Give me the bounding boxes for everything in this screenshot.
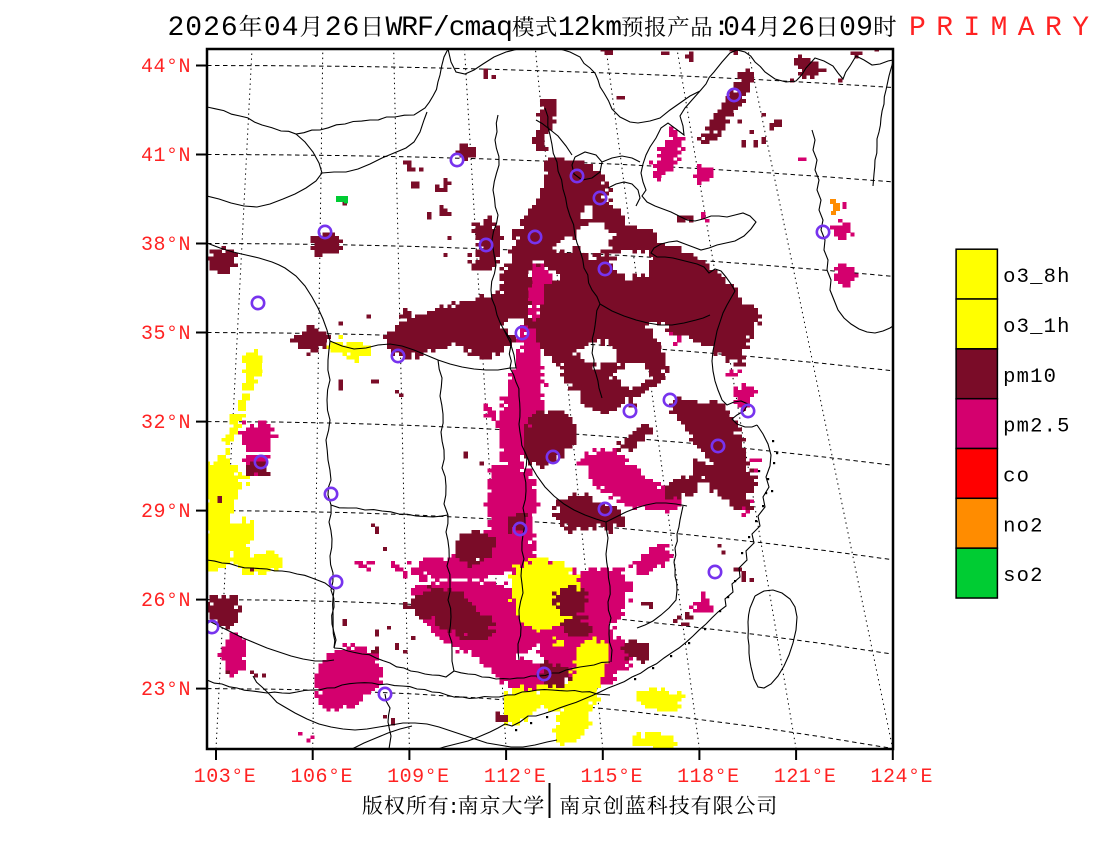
svg-text:04: 04: [723, 13, 757, 44]
svg-text:co: co: [1003, 465, 1030, 488]
svg-text:121°E: 121°E: [774, 766, 837, 789]
svg-text:32°N: 32°N: [141, 412, 191, 435]
svg-text:118°E: 118°E: [677, 766, 740, 789]
svg-text:112°E: 112°E: [484, 766, 547, 789]
svg-text:WRF/cmaq: WRF/cmaq: [386, 13, 512, 44]
svg-text:109°E: 109°E: [387, 766, 450, 789]
svg-text:04: 04: [264, 13, 300, 44]
svg-text:38°N: 38°N: [141, 234, 191, 257]
svg-text:26°N: 26°N: [141, 590, 191, 613]
svg-text:106°E: 106°E: [290, 766, 353, 789]
svg-text:pm2.5: pm2.5: [1003, 416, 1071, 439]
svg-text:26: 26: [325, 13, 361, 44]
svg-text:41°N: 41°N: [141, 145, 191, 168]
svg-text::: :: [713, 13, 723, 44]
svg-text:103°E: 103°E: [194, 766, 257, 789]
svg-text:115°E: 115°E: [581, 766, 644, 789]
svg-text:o3_8h: o3_8h: [1003, 266, 1071, 289]
svg-text:29°N: 29°N: [141, 501, 191, 524]
svg-text:09: 09: [839, 13, 873, 44]
svg-text:44°N: 44°N: [141, 56, 191, 79]
svg-text:PRIMARY: PRIMARY: [909, 13, 1099, 44]
svg-text:pm10: pm10: [1003, 366, 1057, 389]
svg-text:35°N: 35°N: [141, 323, 191, 346]
svg-text:so2: so2: [1003, 565, 1044, 588]
svg-text::: :: [448, 797, 460, 820]
svg-text:no2: no2: [1003, 515, 1044, 538]
svg-text:124°E: 124°E: [871, 766, 934, 789]
svg-text:2026: 2026: [168, 13, 239, 44]
svg-text:o3_1h: o3_1h: [1003, 316, 1071, 339]
svg-text:23°N: 23°N: [141, 679, 191, 702]
svg-text:12km: 12km: [558, 13, 621, 44]
svg-text:26: 26: [781, 13, 815, 44]
